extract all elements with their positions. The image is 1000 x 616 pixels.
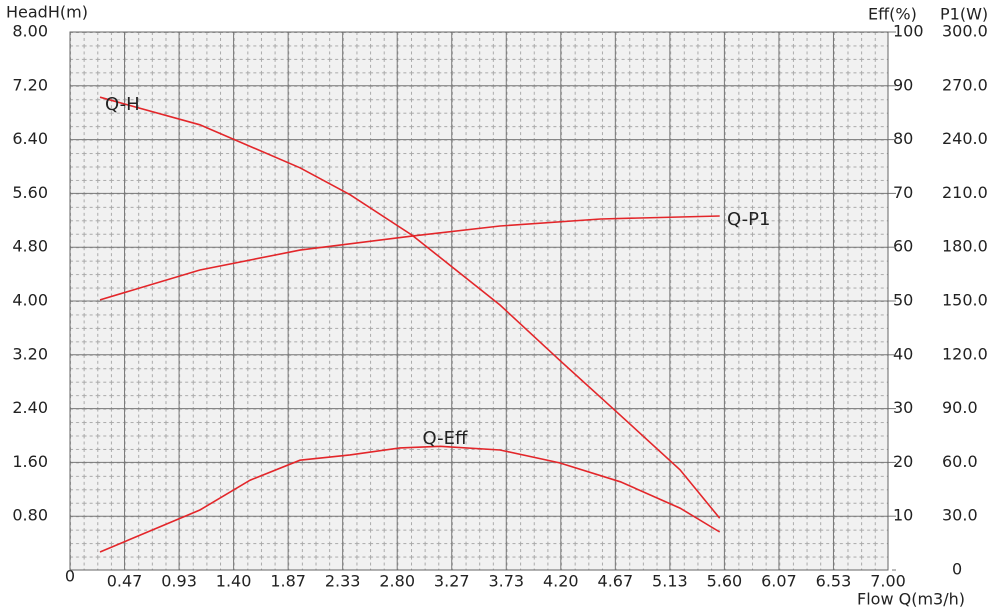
y-tick-label: 4.00 (12, 291, 48, 310)
curve-label: Q-P1 (727, 209, 770, 230)
x-tick-label: 6.53 (816, 572, 852, 591)
x-tick-label: 3.27 (434, 572, 470, 591)
y-tick-label: 2.40 (12, 398, 48, 417)
y-tick-label: 7.20 (12, 75, 48, 94)
plot-border (69, 31, 889, 571)
x-tick-label: 4.67 (598, 572, 634, 591)
x-tick-label: 0.47 (107, 572, 143, 591)
x-tick-label: 2.80 (379, 572, 415, 591)
y2-tick-label: 50 (893, 291, 913, 310)
y-tick-label: 4.80 (12, 237, 48, 256)
x-tick-label: 1.40 (216, 572, 252, 591)
y2-tick-label: 60 (893, 237, 913, 256)
x-tick-label: 3.73 (488, 572, 524, 591)
curve-label: Q-H (105, 94, 140, 115)
y-tick-label: 0.80 (12, 506, 48, 525)
y2-tick-label: 10 (893, 506, 913, 525)
y3-tick-label: 30.0 (942, 506, 978, 525)
y3-tick-label: 210.0 (942, 183, 988, 202)
y-tick-label: 3.20 (12, 344, 48, 363)
y-tick-label: 6.40 (12, 129, 48, 148)
y3-axis-title: P1(W) (940, 5, 988, 24)
y3-tick-label: 180.0 (942, 237, 988, 256)
y3-tick-label: 0 (952, 560, 962, 579)
y2-tick-label: 70 (893, 183, 913, 202)
y-tick-label: 5.60 (12, 183, 48, 202)
x-tick-label: 6.07 (761, 572, 797, 591)
y2-tick-label: 90 (893, 75, 913, 94)
y3-tick-label: 300.0 (942, 22, 988, 41)
x-tick-label: 7.00 (870, 572, 906, 591)
x-axis-title: Flow Q(m3/h) (857, 590, 965, 609)
x-tick-label: 1.87 (270, 572, 306, 591)
y2-tick-label: 40 (893, 344, 913, 363)
y3-tick-label: 270.0 (942, 75, 988, 94)
y2-tick-label: 80 (893, 129, 913, 148)
y3-tick-label: 90.0 (942, 398, 978, 417)
curve (99, 215, 720, 301)
x-tick-label: 0.93 (161, 572, 197, 591)
y3-tick-label: 240.0 (942, 129, 988, 148)
curve-label: Q-Eff (423, 428, 469, 449)
y2-tick-label: 100 (893, 22, 924, 41)
y2-tick-label: 20 (893, 452, 913, 471)
curve (99, 96, 721, 519)
x-tick-label: 5.13 (652, 572, 688, 591)
x-tick-label: 4.20 (543, 572, 579, 591)
x-tick-label: 2.33 (325, 572, 361, 591)
curve (99, 445, 721, 553)
x-tick-label: 5.60 (707, 572, 743, 591)
y3-tick-label: 120.0 (942, 344, 988, 363)
y-axis-title: HeadH(m) (6, 3, 88, 22)
x-tick-label: 0 (65, 567, 75, 586)
y2-axis-title: Eff(%) (868, 5, 917, 24)
y3-tick-label: 60.0 (942, 452, 978, 471)
y2-tick-label: 30 (893, 398, 913, 417)
y-tick-label: 8.00 (12, 22, 48, 41)
y-tick-label: 1.60 (12, 452, 48, 471)
y3-tick-label: 150.0 (942, 291, 988, 310)
